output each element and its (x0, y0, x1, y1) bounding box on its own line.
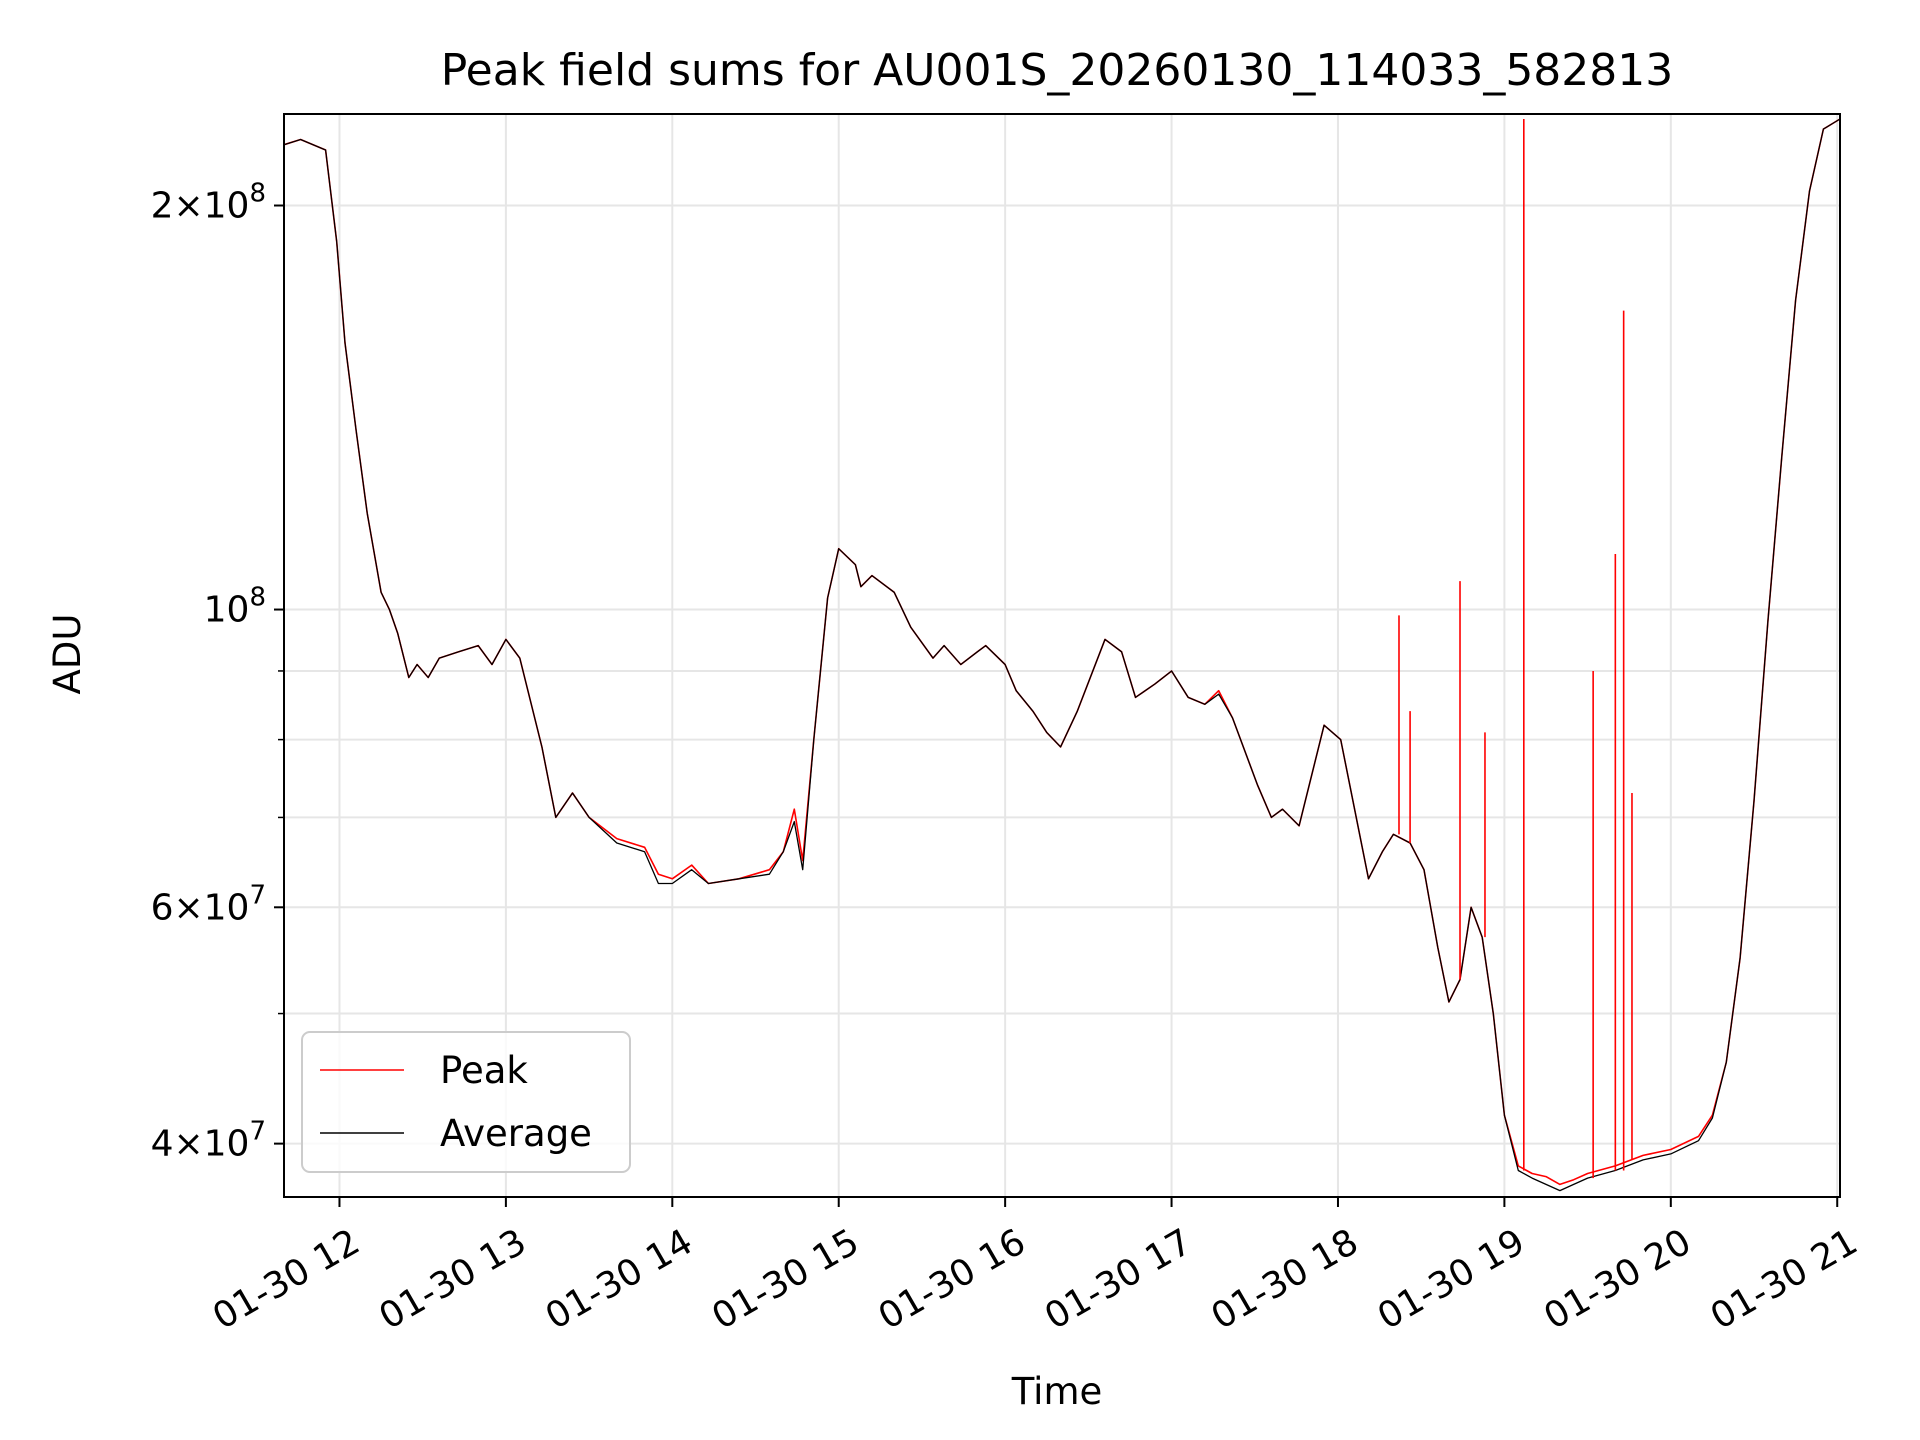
y-tick-label: 4×107 (151, 1117, 266, 1165)
y-tick-times: × (173, 887, 203, 928)
y-tick-base: 10 (204, 887, 250, 928)
plot-area (283, 118, 1841, 1192)
y-tick-base: 10 (204, 590, 250, 631)
legend-label-peak: Peak (440, 1049, 528, 1092)
legend-box (301, 1031, 631, 1173)
chart-title: Peak field sums for AU001S_20260130_1140… (441, 45, 1674, 96)
y-tick-label: 6×107 (151, 880, 266, 928)
y-tick-exponent: 8 (249, 179, 266, 209)
y-tick-times: × (173, 1124, 203, 1165)
series-line-average (283, 118, 1841, 1192)
legend-label-average: Average (440, 1112, 592, 1155)
y-tick-exponent: 7 (249, 1117, 266, 1147)
y-tick-label: 108 (204, 583, 266, 631)
y-tick-mantissa: 6 (151, 887, 174, 928)
grid (284, 114, 1840, 1197)
y-tick-base: 10 (204, 186, 250, 227)
y-tick-mantissa: 4 (151, 1124, 174, 1165)
legend: Peak Average (301, 1031, 631, 1173)
y-tick-exponent: 7 (249, 880, 266, 910)
x-axis-label: Time (1011, 1370, 1103, 1413)
y-axis-label: ADU (46, 614, 89, 695)
axes-frame (283, 113, 1841, 1198)
y-tick-times: × (173, 186, 203, 227)
y-tick-mantissa: 2 (151, 186, 174, 227)
y-tick-label: 2×108 (151, 179, 266, 227)
y-tick-base: 10 (204, 1124, 250, 1165)
y-tick-exponent: 8 (249, 583, 266, 613)
